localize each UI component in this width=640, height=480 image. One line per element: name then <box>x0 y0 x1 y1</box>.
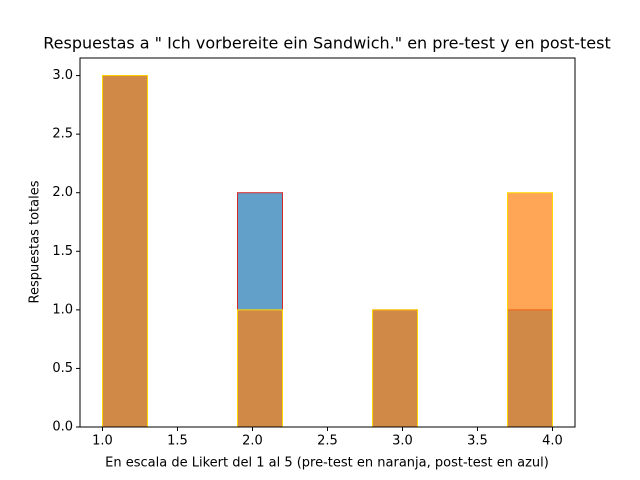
y-tick-label: 1.0 <box>52 302 73 317</box>
x-tick-label: 2.5 <box>317 434 338 449</box>
y-tick-label: 2.5 <box>52 127 73 142</box>
x-tick-label: 1.0 <box>92 434 113 449</box>
y-tick-label: 0.5 <box>52 361 73 376</box>
x-tick-label: 3.0 <box>392 434 413 449</box>
x-tick-label: 4.0 <box>542 434 563 449</box>
y-tick-label: 2.0 <box>52 185 73 200</box>
x-tick-label: 3.5 <box>467 434 488 449</box>
y-axis-label: Respuestas totales <box>28 180 43 303</box>
histogram-bar <box>372 309 418 428</box>
x-tick-label: 2.0 <box>242 434 263 449</box>
histogram-bar <box>102 75 148 428</box>
y-tick-label: 3.0 <box>52 68 73 83</box>
x-axis-label: En escala de Likert del 1 al 5 (pre-test… <box>105 456 549 471</box>
histogram-bar <box>237 309 283 428</box>
chart-title: Respuestas a " Ich vorbereite ein Sandwi… <box>43 34 611 53</box>
axes-frame <box>79 57 576 428</box>
histogram-bar <box>507 192 553 428</box>
y-tick-label: 0.0 <box>52 420 73 435</box>
y-tick-label: 1.5 <box>52 244 73 259</box>
x-tick-label: 1.5 <box>167 434 188 449</box>
